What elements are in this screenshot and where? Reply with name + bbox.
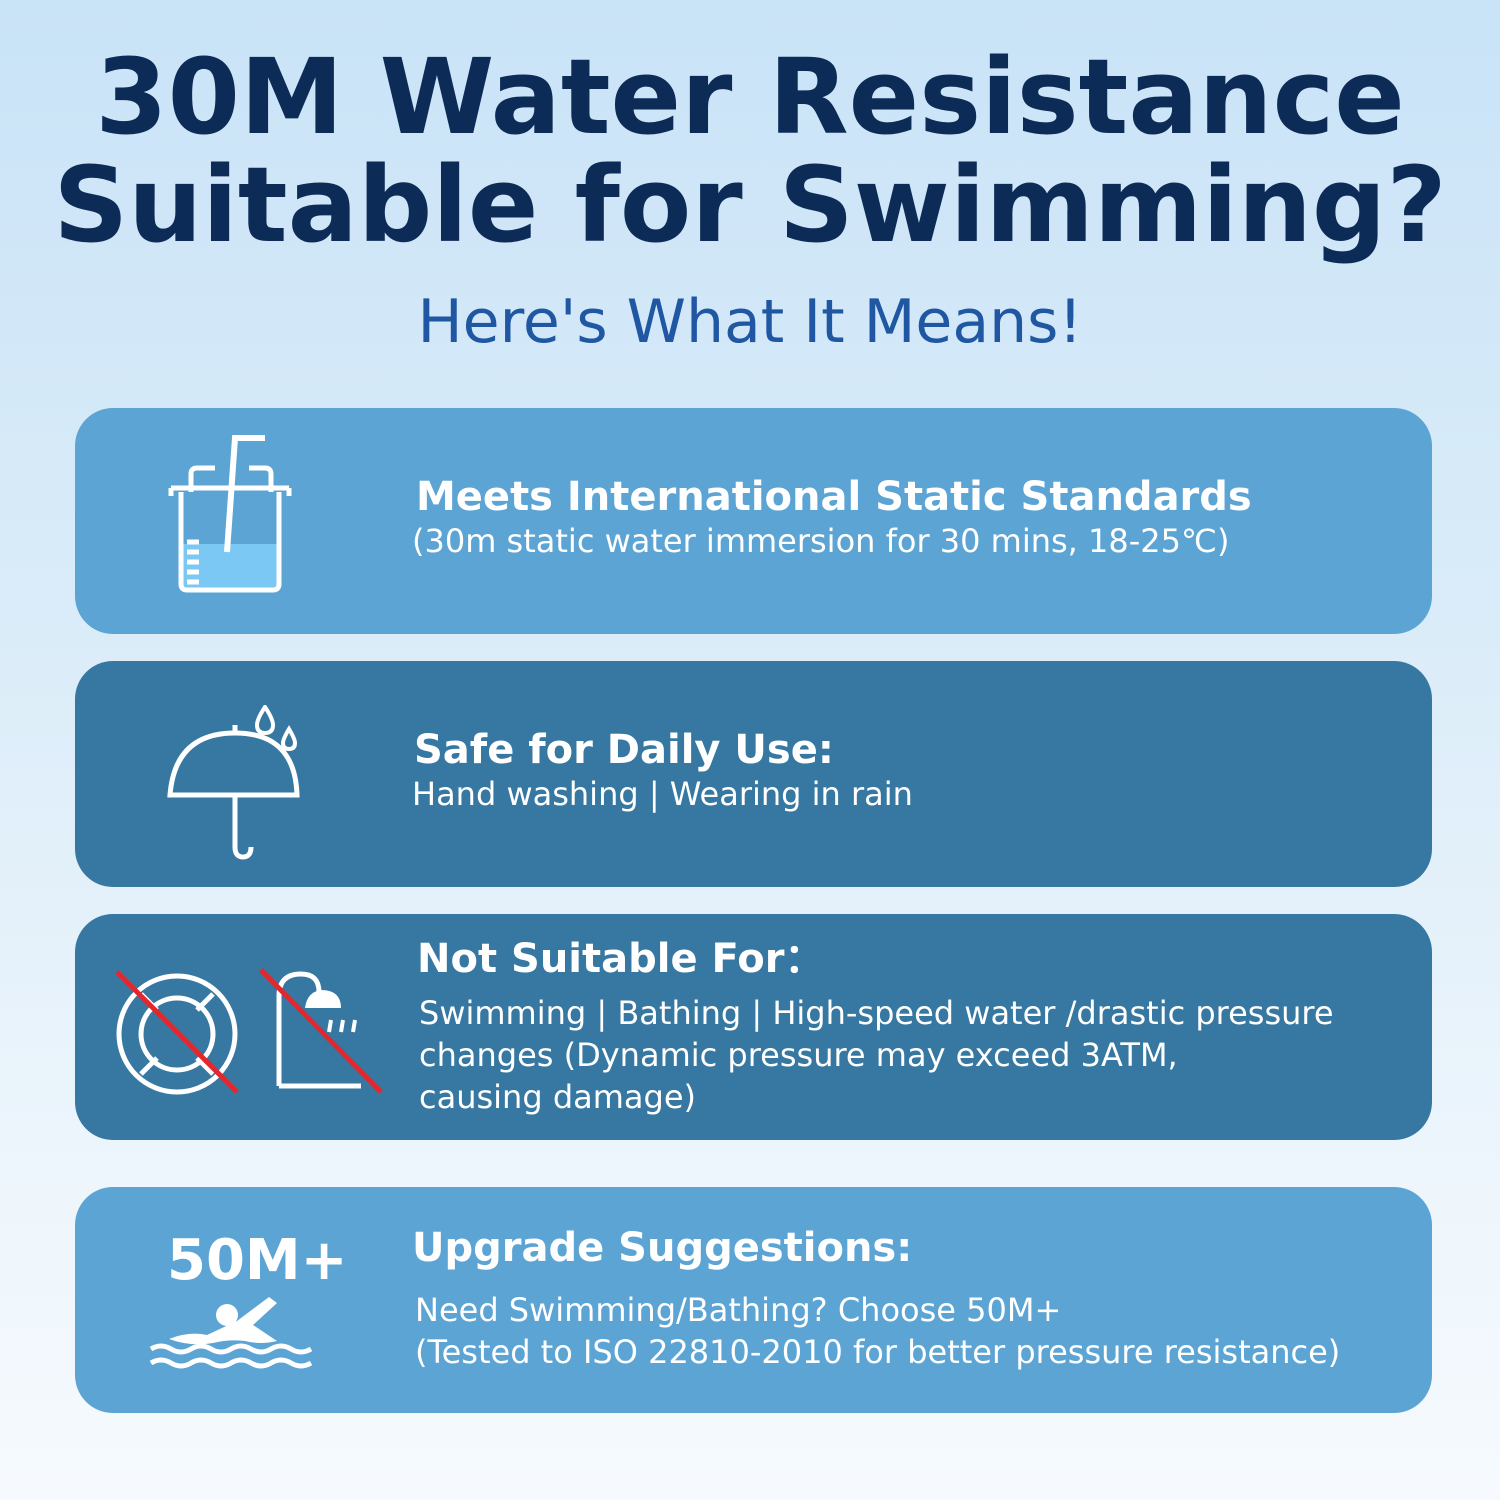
card-daily-use: Safe for Daily Use: Hand washing | Weari… xyxy=(75,661,1432,887)
card-static-standards: Meets International Static Standards (30… xyxy=(75,408,1432,634)
umbrella-rain-icon xyxy=(165,705,305,865)
card-text-line: Hand washing | Wearing in rain xyxy=(412,775,913,813)
card-not-suitable: Not Suitable For： Swimming | Bathing | H… xyxy=(75,914,1432,1140)
no-shower-icon xyxy=(257,966,387,1096)
headline-line-2: Suitable for Swimming? xyxy=(53,144,1447,266)
card-title: Upgrade Suggestions: xyxy=(412,1225,913,1271)
card-upgrade: 50M+ Upgrade Suggestions: Need Swimming/… xyxy=(75,1187,1432,1413)
no-swimming-lifebuoy-icon xyxy=(111,964,241,1096)
card-text-line: changes (Dynamic pressure may exceed 3AT… xyxy=(419,1036,1178,1074)
subtitle: Here's What It Means! xyxy=(417,287,1083,357)
card-text-line: (30m static water immersion for 30 mins,… xyxy=(412,522,1230,560)
swimmer-icon xyxy=(149,1291,315,1373)
card-text-line: Swimming | Bathing | High-speed water /d… xyxy=(419,994,1334,1032)
card-text-line: (Tested to ISO 22810-2010 for better pre… xyxy=(415,1333,1341,1371)
badge-50m: 50M+ xyxy=(167,1228,348,1293)
card-text-line: Need Swimming/Bathing? Choose 50M+ xyxy=(415,1291,1062,1329)
card-title: Safe for Daily Use: xyxy=(414,727,834,773)
beaker-icon xyxy=(167,434,297,594)
card-title: Meets International Static Standards xyxy=(416,474,1252,520)
card-title: Not Suitable For： xyxy=(417,936,825,982)
card-text-line: causing damage) xyxy=(419,1078,696,1116)
headline-line-1: 30M Water Resistance xyxy=(95,36,1405,158)
